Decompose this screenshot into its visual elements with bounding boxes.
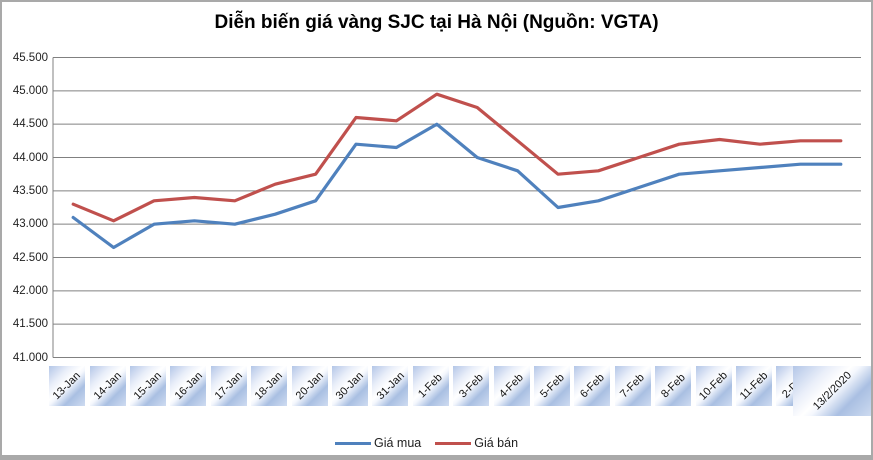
legend-label: Giá mua [373,436,422,450]
x-axis-label-text: 4-Feb [497,371,527,401]
legend: Giá mua Giá bán [2,436,851,450]
x-axis-label-text: 1-Feb [416,371,446,401]
x-axis-label-text: 10-Feb [697,369,731,403]
x-axis-label[interactable]: 1-Feb [412,366,449,406]
legend-item-gia-ban[interactable]: Giá bán [435,436,518,450]
x-axis-label[interactable]: 31-Jan [372,366,409,406]
y-axis-tick-label: 42.000 [12,284,48,297]
x-axis-label[interactable]: 13/2/2020 [792,366,871,416]
gia-ban-line-swatch [435,441,472,445]
x-axis-label[interactable]: 14-Jan [89,366,126,406]
y-axis-tick-label: 42.500 [12,251,48,264]
x-axis-label[interactable]: 20-Jan [291,366,328,406]
gia-mua-line-swatch [334,441,371,445]
x-axis-label[interactable]: 15-Jan [130,366,166,406]
x-axis-label-text: 6-Feb [577,371,607,401]
y-axis-tick-label: 41.500 [12,318,48,331]
x-axis-label-text: 31-Jan [374,369,407,403]
y-axis-tick-label: 45.000 [12,84,48,97]
y-axis-tick-label: 44.500 [12,118,48,131]
x-axis-label-text: 13-Jan [51,369,84,403]
series-line-gia-mua[interactable] [71,122,843,250]
x-axis-label[interactable]: 10-Feb [695,366,732,406]
y-axis-tick-label: 44.000 [12,151,48,164]
x-axis-label-text: 16-Jan [172,369,205,403]
x-axis-label[interactable]: 18-Jan [251,366,288,406]
legend-label: Giá bán [474,436,519,450]
y-axis-tick-label: 45.500 [12,51,48,64]
x-axis-label[interactable]: 4-Feb [493,366,530,406]
x-axis-label-text: 8-Feb [658,371,688,401]
x-axis-label-text: 11-Feb [737,369,771,403]
x-axis-label[interactable]: 8-Feb [655,366,692,406]
x-axis-label[interactable]: 7-Feb [614,366,651,406]
series-line-gia-ban[interactable] [71,92,843,223]
x-axis-label[interactable]: 16-Jan [170,366,207,406]
x-axis-label-text: 30-Jan [333,369,367,403]
x-axis-label-text: 13/2/2020 [811,369,855,413]
x-axis-label-text: 17-Jan [212,369,245,403]
chart-title: Diễn biến giá vàng SJC tại Hà Nội (Nguồn… [214,12,659,33]
x-axis-label-text: 5-Feb [537,371,567,401]
x-axis-label[interactable]: 17-Jan [210,366,247,406]
x-axis-label-text: 18-Jan [253,369,286,403]
x-axis-label-text: 20-Jan [293,369,326,403]
x-axis-label[interactable]: 3-Feb [453,366,490,406]
x-axis-label-text: 7-Feb [618,371,648,401]
x-axis-label[interactable]: 5-Feb [534,366,570,406]
y-axis-tick-label: 41.000 [12,351,48,364]
x-axis-label[interactable]: 6-Feb [574,366,611,406]
x-axis-label[interactable]: 30-Jan [332,366,368,406]
x-axis-label-text: 3-Feb [456,371,486,401]
x-axis-label[interactable]: 11-Feb [736,366,772,406]
legend-item-gia-mua[interactable]: Giá mua [334,436,422,450]
x-axis-label-text: 15-Jan [131,369,165,403]
x-axis-label[interactable]: 13-Jan [49,366,86,406]
x-axis-label-text: 14-Jan [91,369,124,403]
y-axis-tick-label: 43.000 [12,218,48,231]
y-axis-tick-label: 43.500 [12,184,48,197]
